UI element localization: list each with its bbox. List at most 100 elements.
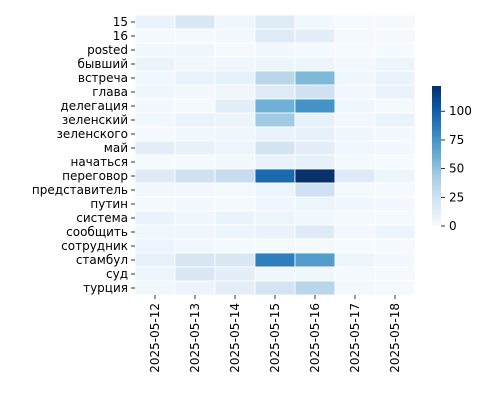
- heatmap-cell: [374, 210, 416, 226]
- heatmap-cell: [374, 126, 416, 142]
- heatmap-cell: [214, 196, 256, 212]
- x-tick-label: 2025-05-12: [148, 303, 162, 373]
- heatmap-cell: [254, 168, 296, 184]
- heatmap-cell: [374, 238, 416, 254]
- heatmap-cell: [174, 56, 216, 72]
- heatmap-cell: [134, 140, 176, 156]
- heatmap-cell: [134, 70, 176, 86]
- y-tick-label: глава: [92, 85, 128, 99]
- heatmap-cell: [294, 224, 336, 240]
- heatmap-cell: [334, 238, 376, 254]
- heatmap-cell: [254, 56, 296, 72]
- heatmap-cell: [334, 28, 376, 44]
- heatmap-cell: [254, 28, 296, 44]
- x-tick-label: 2025-05-15: [268, 303, 282, 373]
- heatmap-cell: [174, 238, 216, 254]
- heatmap-cell: [334, 252, 376, 268]
- heatmap-cell: [214, 84, 256, 100]
- heatmap-cell: [134, 238, 176, 254]
- y-tick-label: стамбул: [76, 253, 128, 267]
- heatmap-cell: [214, 14, 256, 30]
- y-tick-label: зеленского: [57, 127, 129, 141]
- heatmap-cell: [254, 98, 296, 114]
- heatmap-cell: [174, 140, 216, 156]
- heatmap-cell: [134, 56, 176, 72]
- heatmap-cell: [374, 182, 416, 198]
- heatmap-cell: [294, 56, 336, 72]
- heatmap-cell: [174, 112, 216, 128]
- heatmap-cell: [174, 182, 216, 198]
- y-tick-label: встреча: [78, 71, 128, 85]
- heatmap-cell: [134, 28, 176, 44]
- x-tick-label: 2025-05-13: [188, 303, 202, 373]
- heatmap-cell: [294, 196, 336, 212]
- heatmap-cell: [214, 126, 256, 142]
- heatmap-cell: [134, 224, 176, 240]
- heatmap-cell: [214, 224, 256, 240]
- heatmap-cell: [254, 266, 296, 282]
- heatmap-cells: [134, 14, 416, 296]
- heatmap-cell: [294, 112, 336, 128]
- y-tick-label: переговор: [62, 169, 128, 183]
- heatmap-cell: [334, 42, 376, 58]
- heatmap-cell: [254, 14, 296, 30]
- heatmap-cell: [174, 84, 216, 100]
- heatmap-cell: [334, 84, 376, 100]
- colorbar-gradient: [432, 86, 441, 226]
- heatmap-cell: [214, 210, 256, 226]
- heatmap-cell: [254, 238, 296, 254]
- heatmap-cell: [214, 168, 256, 184]
- heatmap-cell: [174, 154, 216, 170]
- colorbar: 0 25 50 75 100: [432, 86, 472, 233]
- heatmap-cell: [214, 112, 256, 128]
- heatmap-cell: [174, 168, 216, 184]
- heatmap-cell: [254, 70, 296, 86]
- heatmap-cell: [254, 42, 296, 58]
- y-tick-label: бывший: [77, 57, 128, 71]
- heatmap-cell: [374, 112, 416, 128]
- heatmap-cell: [254, 126, 296, 142]
- heatmap-cell: [214, 56, 256, 72]
- heatmap-cell: [374, 84, 416, 100]
- x-tick-label: 2025-05-18: [388, 303, 402, 373]
- heatmap-cell: [174, 70, 216, 86]
- heatmap-cell: [374, 28, 416, 44]
- heatmap-cell: [174, 14, 216, 30]
- heatmap-cell: [254, 84, 296, 100]
- heatmap-cell: [334, 224, 376, 240]
- heatmap-cell: [374, 70, 416, 86]
- y-tick-label: делегация: [60, 99, 128, 113]
- heatmap-cell: [134, 42, 176, 58]
- heatmap-cell: [374, 56, 416, 72]
- heatmap-cell: [134, 112, 176, 128]
- heatmap-cell: [174, 210, 216, 226]
- heatmap-cell: [334, 196, 376, 212]
- heatmap-cell: [174, 42, 216, 58]
- heatmap-cell: [294, 140, 336, 156]
- heatmap-cell: [134, 280, 176, 296]
- heatmap-cell: [294, 266, 336, 282]
- heatmap-cell: [294, 210, 336, 226]
- heatmap-cell: [334, 70, 376, 86]
- heatmap-cell: [254, 224, 296, 240]
- heatmap-cell: [294, 238, 336, 254]
- heatmap-cell: [134, 210, 176, 226]
- heatmap-cell: [254, 112, 296, 128]
- colorbar-tick-label: 0: [449, 219, 457, 233]
- heatmap-cell: [374, 14, 416, 30]
- y-tick-labels: 1516postedбывшийвстречаглаваделегациязел…: [32, 15, 135, 295]
- heatmap-cell: [334, 98, 376, 114]
- heatmap-cell: [254, 196, 296, 212]
- y-tick-label: представитель: [32, 183, 128, 197]
- colorbar-tick-label: 50: [449, 162, 464, 176]
- heatmap-cell: [294, 42, 336, 58]
- heatmap-cell: [294, 168, 336, 184]
- heatmap-cell: [374, 98, 416, 114]
- x-tick-labels: 2025-05-12 2025-05-13 2025-05-14 2025-05-15…: [148, 295, 402, 373]
- heatmap-cell: [214, 266, 256, 282]
- heatmap-cell: [294, 154, 336, 170]
- y-tick-label: начаться: [70, 155, 128, 169]
- heatmap-cell: [294, 70, 336, 86]
- y-tick-label: 16: [113, 29, 128, 43]
